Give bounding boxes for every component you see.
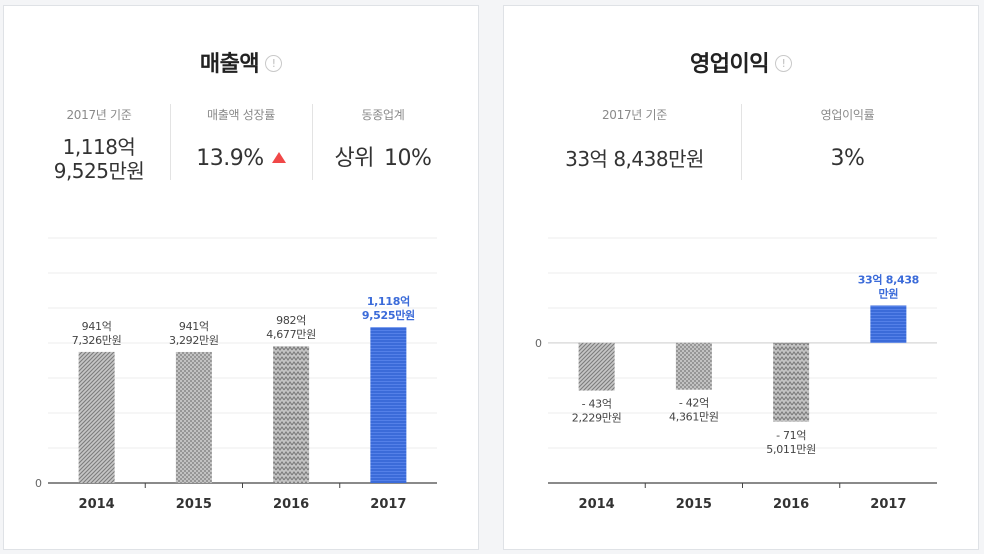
revenue-title: 매출액! (4, 46, 478, 78)
stat-label: 매출액 성장률 (207, 108, 275, 122)
operating-profit-bar-chart: 0 - 43억 2,229만원 2014 - 42억 4,361만원 2015 - 71억 5,… (535, 237, 937, 512)
stat-revenue-2017: 2017년 기준 1,118억 9,525만원 (28, 104, 170, 183)
stat-value: 13.9% (170, 147, 312, 171)
info-icon[interactable]: ! (774, 54, 792, 72)
zero-tick-label: 0 (35, 477, 42, 490)
profit-stats: 2017년 기준 33억 8,438만원 영업이익률 3% (528, 104, 954, 180)
x-tick-label-2017: 2017 (870, 497, 906, 512)
bar-2017[interactable] (370, 327, 407, 483)
revenue-title-text: 매출액 (199, 52, 260, 77)
bar-2015[interactable] (675, 342, 712, 390)
stat-label: 2017년 기준 (601, 108, 668, 122)
revenue-card: 매출액! 2017년 기준 1,118억 9,525만원 매출액 성장률 13.… (3, 5, 479, 550)
stat-value: 상위 10% (312, 147, 454, 171)
stat-profit-2017: 2017년 기준 33억 8,438만원 (528, 104, 741, 180)
bar-2015[interactable] (175, 351, 212, 483)
x-tick-label-2016: 2016 (273, 497, 309, 512)
stat-value: 1,118억 9,525만원 (28, 135, 170, 183)
value-label-2015: - 42억 4,361만원 (669, 397, 719, 424)
value-label-2016: - 71억 5,011만원 (766, 429, 816, 456)
info-icon[interactable]: ! (265, 54, 283, 72)
bar-2014[interactable] (78, 351, 115, 483)
x-tick-label-2015: 2015 (176, 497, 212, 512)
zero-tick-label: 0 (535, 337, 542, 350)
stat-profit-margin: 영업이익률 3% (741, 104, 954, 180)
growth-rate: 13.9% (196, 146, 264, 171)
stat-industry-rank: 동종업계 상위 10% (312, 104, 454, 180)
stat-label: 영업이익률 (820, 108, 875, 122)
x-tick-label-2015: 2015 (676, 497, 712, 512)
x-tick-label-2014: 2014 (79, 497, 115, 512)
stat-value-line: 1,118억 (62, 135, 136, 159)
value-label-2014: - 43억 2,229만원 (572, 398, 622, 425)
value-label-2017: 1,118억 9,525만원 (362, 295, 415, 322)
rank-value: 10% (384, 146, 432, 171)
profit-title: 영업이익! (504, 46, 978, 78)
bar-2017[interactable] (870, 305, 907, 343)
up-triangle-icon (271, 151, 286, 163)
x-tick-label-2014: 2014 (579, 497, 615, 512)
bar-2016[interactable] (773, 342, 810, 422)
x-tick-label-2016: 2016 (773, 497, 809, 512)
operating-profit-card: 영업이익! 2017년 기준 33억 8,438만원 영업이익률 3% 0 - 4… (503, 5, 979, 550)
stat-value: 3% (830, 146, 865, 171)
x-tick-label-2017: 2017 (370, 497, 406, 512)
stat-value-line: 9,525만원 (53, 159, 145, 183)
value-label-2014: 941억 7,326만원 (72, 320, 122, 347)
revenue-stats: 2017년 기준 1,118억 9,525만원 매출액 성장률 13.9% 동종… (28, 104, 454, 183)
rank-prefix: 상위 (334, 146, 375, 171)
stat-label: 2017년 기준 (66, 108, 132, 122)
profit-title-text: 영업이익 (690, 52, 769, 77)
value-label-2017: 33억 8,438 만원 (858, 273, 919, 300)
value-label-2015: 941억 3,292만원 (169, 320, 219, 347)
bar-2016[interactable] (273, 346, 310, 483)
bar-2014[interactable] (578, 342, 615, 391)
stat-label: 동종업계 (361, 108, 405, 122)
stat-revenue-growth: 매출액 성장률 13.9% (170, 104, 312, 180)
stat-value: 33억 8,438만원 (565, 147, 704, 171)
value-label-2016: 982억 4,677만원 (266, 314, 316, 341)
revenue-bar-chart: 0 941억 7,326만원 2014 941억 3,292만원 2015 982억 4,677… (35, 237, 437, 512)
